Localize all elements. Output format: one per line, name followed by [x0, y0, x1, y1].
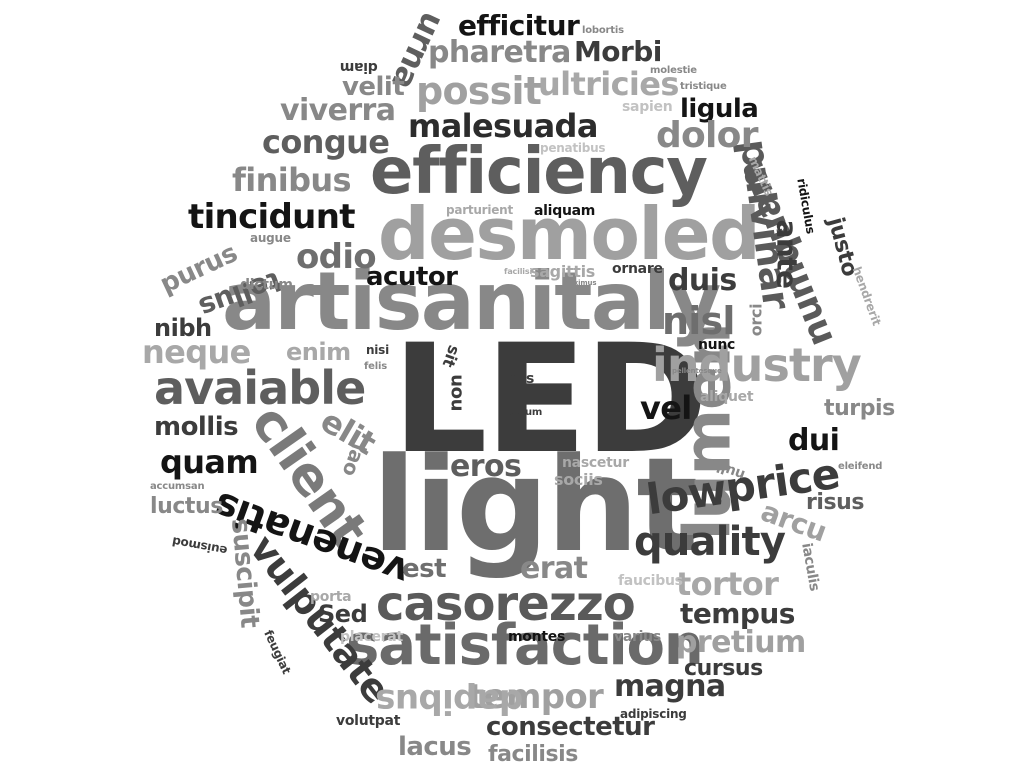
word-est: est: [402, 554, 447, 584]
word-sagittis: sagittis: [530, 262, 596, 281]
word-orci: orci: [746, 303, 766, 337]
word-led: LED: [392, 313, 709, 487]
word-porta: porta: [310, 589, 352, 605]
word-velit: velit: [342, 72, 405, 102]
word-desmoled: desmoled: [378, 192, 761, 276]
word-malesuada: malesuada: [408, 107, 598, 145]
word-casorezzo: casorezzo: [376, 576, 636, 632]
word-finibus: finibus: [232, 161, 352, 199]
word-nibh: nibh: [154, 314, 212, 342]
word-duis: duis: [668, 263, 737, 298]
word-pharetra: pharetra: [428, 35, 571, 70]
word-quality: quality: [634, 519, 786, 565]
word-mus: mus: [502, 371, 535, 387]
word-aliquet: aliquet: [700, 389, 754, 405]
word-consectetur: consectetur: [486, 712, 655, 742]
word-risus: risus: [806, 490, 865, 515]
word-quam: quam: [160, 443, 259, 481]
word-tortor: tortor: [676, 565, 779, 603]
word-satisfaction: satisfaction: [346, 613, 704, 678]
word-parturient: parturient: [446, 203, 513, 217]
word-accumsan: accumsan: [150, 481, 205, 492]
word-eros: eros: [450, 449, 522, 484]
word-mollis: mollis: [154, 412, 239, 442]
word-dolor: dolor: [656, 115, 758, 156]
word-vel: vel: [640, 389, 692, 427]
word-tristique: tristique: [680, 81, 727, 92]
word-varius: varius: [614, 629, 661, 645]
word-montes: montes: [508, 629, 566, 645]
word-diam: diam: [340, 59, 378, 75]
word-ultricies: ultricies: [538, 65, 679, 103]
word-acutor: acutor: [366, 262, 458, 292]
word-sed: Sed: [318, 600, 368, 628]
word-augue: augue: [250, 231, 291, 245]
word-possit: possit: [416, 69, 542, 113]
word-luctus: luctus: [150, 494, 223, 519]
word-euismod: euismod: [171, 534, 229, 558]
word-cursus: cursus: [684, 656, 763, 681]
word-turpis: turpis: [824, 396, 895, 421]
word-rutrum: rutrum: [504, 407, 543, 418]
word-pretium: pretium: [676, 625, 806, 660]
word-nisi: nisi: [366, 343, 389, 357]
word-tempus: tempus: [680, 597, 795, 630]
word-faucibus: faucibus: [618, 573, 683, 589]
word-lacus: lacus: [398, 732, 472, 762]
word-pellentesque: pellentesque: [672, 367, 722, 375]
word-congue: congue: [262, 123, 390, 161]
word-facilisi: facilisi: [504, 267, 533, 276]
word-industry: industry: [652, 338, 862, 392]
word-iaculis: iaculis: [798, 541, 823, 593]
word-volutpat: volutpat: [336, 713, 401, 729]
word-tempor: tempor: [468, 677, 604, 717]
word-ligula: ligula: [680, 94, 759, 124]
word-light: light: [372, 429, 698, 581]
word-penatibus: penatibus: [540, 141, 606, 155]
word-dui: dui: [788, 423, 840, 458]
word-dictum: dictum: [240, 277, 293, 293]
word-efficitur: efficitur: [458, 9, 580, 42]
word-ornare: ornare: [612, 261, 663, 277]
word-viverra: viverra: [280, 93, 396, 128]
word-nascetur: nascetur: [562, 455, 629, 471]
word-tincidunt: tincidunt: [188, 197, 355, 237]
word-feugiat: feugiat: [261, 627, 294, 677]
word-lobortis: lobortis: [582, 25, 624, 36]
word-artisanitaly: artisanitaly: [222, 255, 721, 348]
word-sociis: sociis: [554, 470, 603, 489]
word-enim: enim: [286, 338, 351, 366]
word-morbi: Morbi: [574, 35, 662, 68]
word-maximus: maximus: [562, 279, 597, 287]
word-neque: neque: [142, 333, 251, 371]
word-nisl: nisl: [662, 299, 735, 343]
word-efficiency: efficiency: [370, 135, 708, 209]
word-sapien: sapien: [622, 99, 673, 115]
word-odio: odio: [296, 237, 377, 277]
word-eleifend: eleifend: [838, 461, 883, 472]
word-nunc: nunc: [698, 337, 736, 353]
word-erat: erat: [520, 551, 588, 586]
word-hendrerit: hendrerit: [849, 264, 884, 328]
word-adipiscing: adipiscing: [620, 707, 687, 721]
word-placerat: placerat: [340, 629, 403, 645]
word-felis: felis: [364, 361, 387, 372]
word-ante: ante: [770, 219, 804, 289]
word-facilisis: facilisis: [488, 742, 578, 767]
word-aliquam: aliquam: [534, 203, 596, 219]
word-molestie: molestie: [650, 65, 697, 76]
word-non: non: [445, 374, 467, 412]
word-magna: magna: [614, 669, 726, 704]
word-avaiable: avaiable: [154, 361, 366, 415]
